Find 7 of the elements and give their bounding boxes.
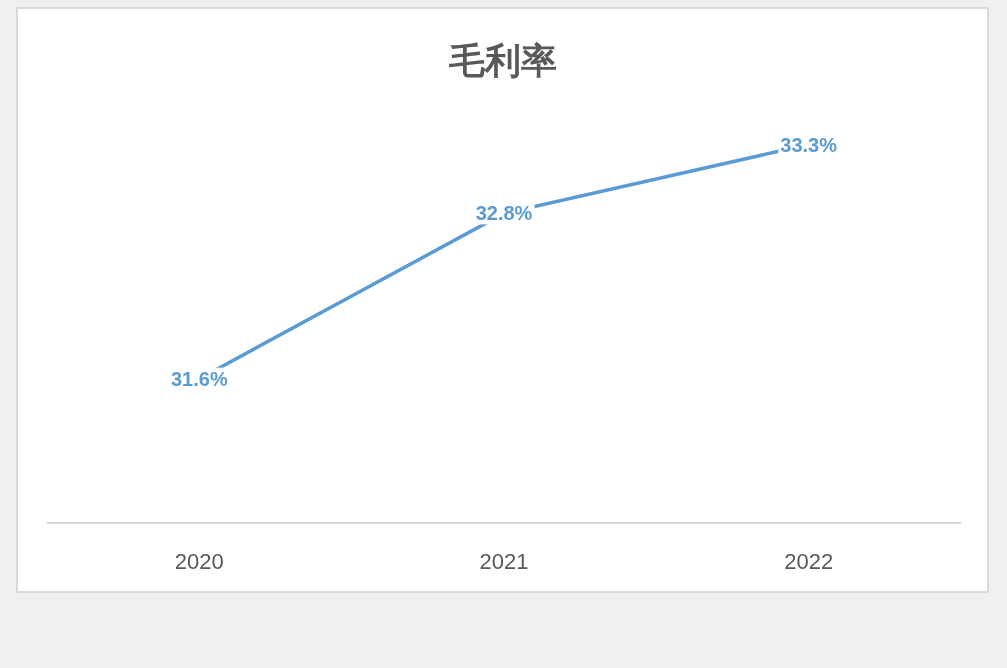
data-label: 31.6% xyxy=(170,367,228,390)
data-label: 32.8% xyxy=(475,202,533,225)
x-tick-label: 2021 xyxy=(479,549,529,574)
x-tick-label: 2020 xyxy=(174,549,224,574)
data-label: 33.3% xyxy=(780,133,838,156)
title: 毛利率 xyxy=(449,40,557,81)
x-tick-label: 2022 xyxy=(784,549,834,574)
